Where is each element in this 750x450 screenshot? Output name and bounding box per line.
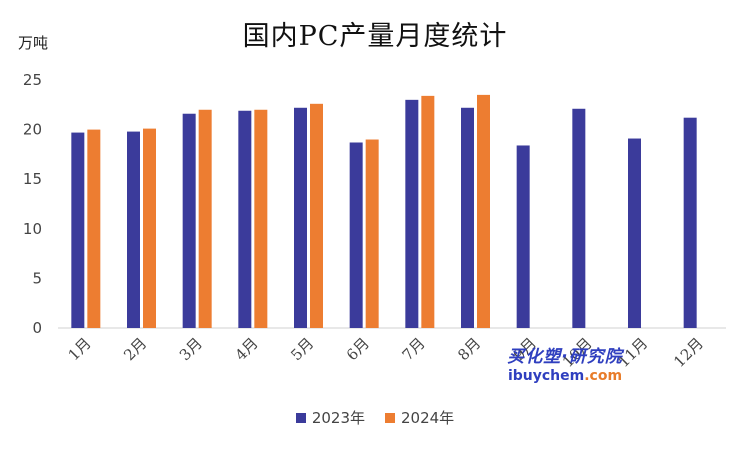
bar-2024年-3月 xyxy=(198,109,212,328)
bar-2023年-2月 xyxy=(127,131,140,328)
watermark-text: 买化塑·研究院 xyxy=(507,347,623,367)
x-tick-label: 12月 xyxy=(670,334,707,371)
bar-2024年-7月 xyxy=(421,95,435,328)
legend-label-2023: 2023年 xyxy=(311,409,365,427)
legend-item-2024: 2024年 xyxy=(385,407,454,428)
legend-swatch-2023 xyxy=(295,412,306,423)
x-tick-label: 8月 xyxy=(454,334,484,364)
x-tick-label: 5月 xyxy=(287,334,317,364)
bar-2024年-6月 xyxy=(365,139,379,328)
y-axis-unit-label: 万吨 xyxy=(18,34,49,52)
y-tick-label: 15 xyxy=(23,170,42,188)
watermark-url: ibuychem.com xyxy=(507,367,623,384)
y-tick-label: 25 xyxy=(23,71,42,89)
watermark-logo: 买化塑·研究院 ibuychem.com xyxy=(500,347,630,384)
legend-label-2024: 2024年 xyxy=(401,409,455,427)
y-tick-label: 5 xyxy=(32,269,42,287)
chart-title: 国内PC产量月度统计 xyxy=(242,21,508,52)
legend-item-2023: 2023年 xyxy=(295,407,365,428)
bar-2023年-4月 xyxy=(238,110,252,328)
y-tick-label: 10 xyxy=(23,220,42,238)
bar-2023年-5月 xyxy=(294,107,307,328)
bar-2024年-5月 xyxy=(310,103,323,328)
bar-2023年-11月 xyxy=(628,138,641,328)
x-tick-label: 7月 xyxy=(399,334,429,364)
y-tick-label: 0 xyxy=(32,319,42,337)
bar-2023年-7月 xyxy=(405,99,419,328)
bar-2023年-3月 xyxy=(182,113,196,328)
bar-2024年-8月 xyxy=(477,94,490,328)
x-tick-label: 3月 xyxy=(176,334,206,364)
bar-2024年-1月 xyxy=(87,129,101,328)
bar-2023年-12月 xyxy=(683,117,697,328)
x-tick-label: 4月 xyxy=(232,334,262,364)
bar-2023年-9月 xyxy=(516,145,530,328)
x-tick-label: 6月 xyxy=(343,334,373,364)
bar-2023年-6月 xyxy=(349,142,363,328)
legend-swatch-2024 xyxy=(385,412,395,423)
chart-legend: 2023年 2024年 xyxy=(0,407,750,428)
y-tick-label: 20 xyxy=(23,121,42,139)
bar-2023年-10月 xyxy=(572,108,586,328)
bar-2024年-4月 xyxy=(254,109,268,328)
bar-2023年-1月 xyxy=(71,132,85,328)
x-tick-label: 2月 xyxy=(120,334,150,364)
bar-2023年-8月 xyxy=(461,107,474,328)
bar-2024年-2月 xyxy=(143,128,156,328)
x-tick-label: 1月 xyxy=(65,334,95,364)
